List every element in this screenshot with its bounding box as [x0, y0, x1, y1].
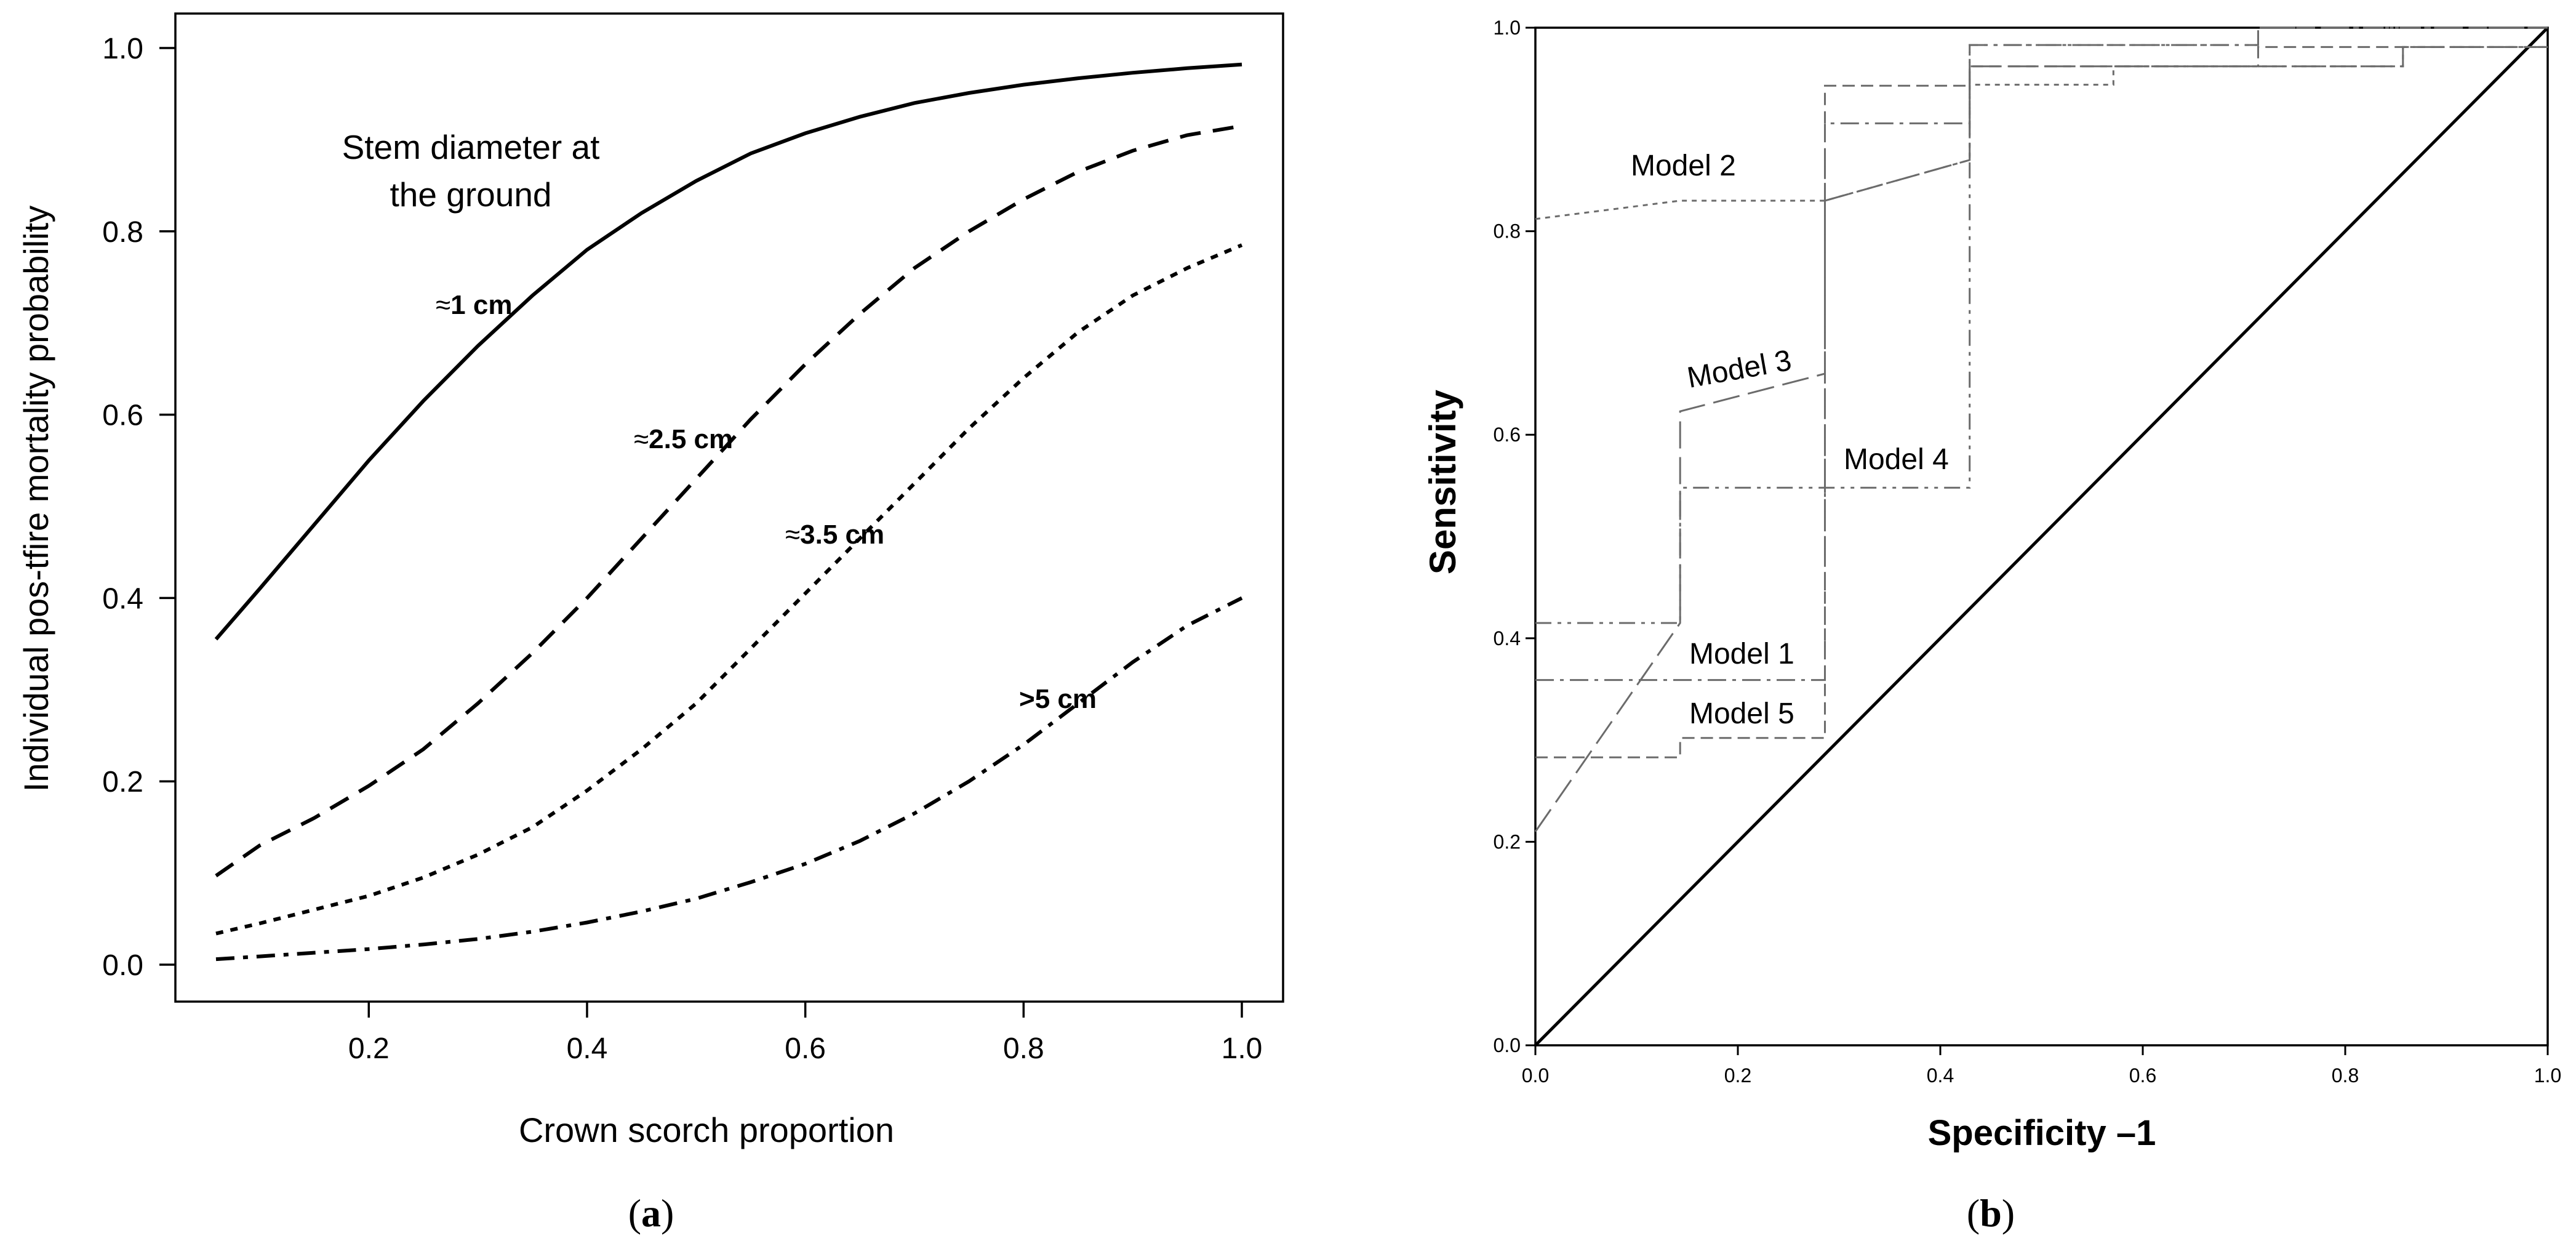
- legend-title-line-1: Stem diameter at: [342, 128, 600, 166]
- roc-model-2: [1535, 46, 2548, 220]
- approx-symbol: ≈: [436, 290, 450, 320]
- panel-a-x-ticks: 0.2 0.4 0.6 0.8 1.0: [348, 1002, 1262, 1065]
- panel-a-curves: [214, 62, 1243, 962]
- model-3-label: Model 3: [1685, 344, 1794, 395]
- panel-a: 0.2 0.4 0.6 0.8 1.0 0.0 0.2 0.4 0.6 0.8 1.0 Stem …: [17, 12, 1284, 1235]
- panel-b-x-axis-label: Specificity –1: [1928, 1113, 2156, 1153]
- model-4-label: Model 4: [1844, 443, 1949, 476]
- panel-b-y-tick-label: 0.8: [1494, 220, 1521, 243]
- curve-label-1cm: ≈1 cm: [436, 290, 512, 320]
- roc-model-5: [1535, 46, 2548, 758]
- panel-b-x-tick-label: 0.2: [1724, 1064, 1751, 1087]
- panel-b-y-tick-label: 1.0: [1494, 17, 1521, 39]
- panel-a-x-tick-label: 0.6: [785, 1032, 826, 1065]
- model-2-label: Model 2: [1631, 150, 1736, 182]
- roc-model-1: [1535, 26, 2548, 681]
- curve-label-5cm: >5 cm: [1019, 684, 1097, 714]
- panel-b-x-tick-label: 0.8: [2332, 1064, 2359, 1087]
- panel-a-x-axis-label: Crown scorch proportion: [519, 1111, 894, 1149]
- caption-paren-open: (: [1967, 1191, 1980, 1235]
- panel-a-y-tick-label: 0.8: [102, 216, 143, 249]
- caption-letter-a: a: [641, 1191, 661, 1235]
- panel-a-x-tick-label: 0.4: [567, 1032, 608, 1065]
- panel-b-caption: (b): [1967, 1191, 2015, 1235]
- panel-a-x-tick-label: 0.2: [348, 1032, 390, 1065]
- panel-a-y-tick-label: 0.4: [102, 582, 143, 615]
- panel-b-y-axis-label: Sensitivity: [1422, 389, 1463, 574]
- curve-2-5-cm: [215, 124, 1242, 878]
- panel-a-y-tick-label: 0.0: [102, 949, 143, 982]
- panel-b-x-tick-label: 0.0: [1522, 1064, 1549, 1087]
- panel-a-x-tick-label: 0.8: [1003, 1032, 1044, 1065]
- curve-5-cm: [215, 596, 1243, 962]
- panel-b-x-tick-label: 0.6: [2129, 1064, 2156, 1087]
- panel-b-y-ticks: 0.0 0.2 0.4 0.6 0.8 1.0: [1494, 17, 1535, 1056]
- panel-b-curves: [1534, 26, 2549, 1047]
- panel-a-y-tick-label: 0.6: [102, 400, 143, 432]
- curve-3-5-cm: [215, 243, 1243, 936]
- panel-b-y-tick-label: 0.4: [1494, 627, 1521, 649]
- approx-symbol: ≈: [634, 424, 649, 454]
- panel-a-caption: (a): [628, 1191, 674, 1235]
- panel-a-x-tick-label: 1.0: [1222, 1032, 1263, 1065]
- panel-a-plot-frame: [174, 12, 1284, 1003]
- caption-paren-open: (: [628, 1191, 641, 1235]
- panel-b-x-tick-label: 0.4: [1927, 1064, 1954, 1087]
- panel-b: 0.0 0.2 0.4 0.6 0.8 1.0 0.0 0.2 0.4 0.6 0.8 1.0 Mo…: [1422, 17, 2561, 1235]
- caption-paren-close: ): [2002, 1191, 2015, 1235]
- roc-model-4: [1535, 26, 2548, 624]
- panel-a-y-axis-label: Individual pos-tfire mortality probabili…: [17, 206, 55, 792]
- panel-a-y-ticks: 0.0 0.2 0.4 0.6 0.8 1.0: [102, 33, 175, 982]
- panel-b-x-ticks: 0.0 0.2 0.4 0.6 0.8 1.0: [1522, 1045, 2561, 1087]
- panel-a-y-tick-label: 1.0: [102, 33, 143, 65]
- curve-label-3-5cm: ≈3.5 cm: [785, 520, 884, 550]
- panel-b-plot-frame: [1534, 26, 2549, 1047]
- caption-paren-close: ): [661, 1191, 674, 1235]
- curve-label-1cm-text: 1 cm: [450, 290, 512, 320]
- model-5-label: Model 5: [1689, 697, 1794, 730]
- panel-b-y-tick-label: 0.0: [1494, 1034, 1521, 1056]
- roc-model-3: [1534, 46, 2548, 832]
- caption-letter-b: b: [1980, 1191, 2002, 1235]
- panel-a-y-tick-label: 0.2: [102, 766, 143, 798]
- curve-label-2-5cm-text: 2.5 cm: [649, 424, 733, 454]
- approx-symbol: ≈: [785, 520, 800, 550]
- curve-label-2-5cm: ≈2.5 cm: [634, 424, 733, 454]
- panel-b-y-tick-label: 0.6: [1494, 424, 1521, 446]
- chance-diagonal-line: [1534, 26, 2549, 1047]
- model-1-label: Model 1: [1689, 638, 1794, 670]
- panel-b-x-tick-label: 1.0: [2534, 1064, 2561, 1087]
- panel-b-y-tick-label: 0.2: [1494, 830, 1521, 853]
- curve-1-cm: [214, 62, 1242, 641]
- curve-label-3-5cm-text: 3.5 cm: [800, 520, 884, 550]
- legend-title-line-2: the ground: [390, 175, 552, 214]
